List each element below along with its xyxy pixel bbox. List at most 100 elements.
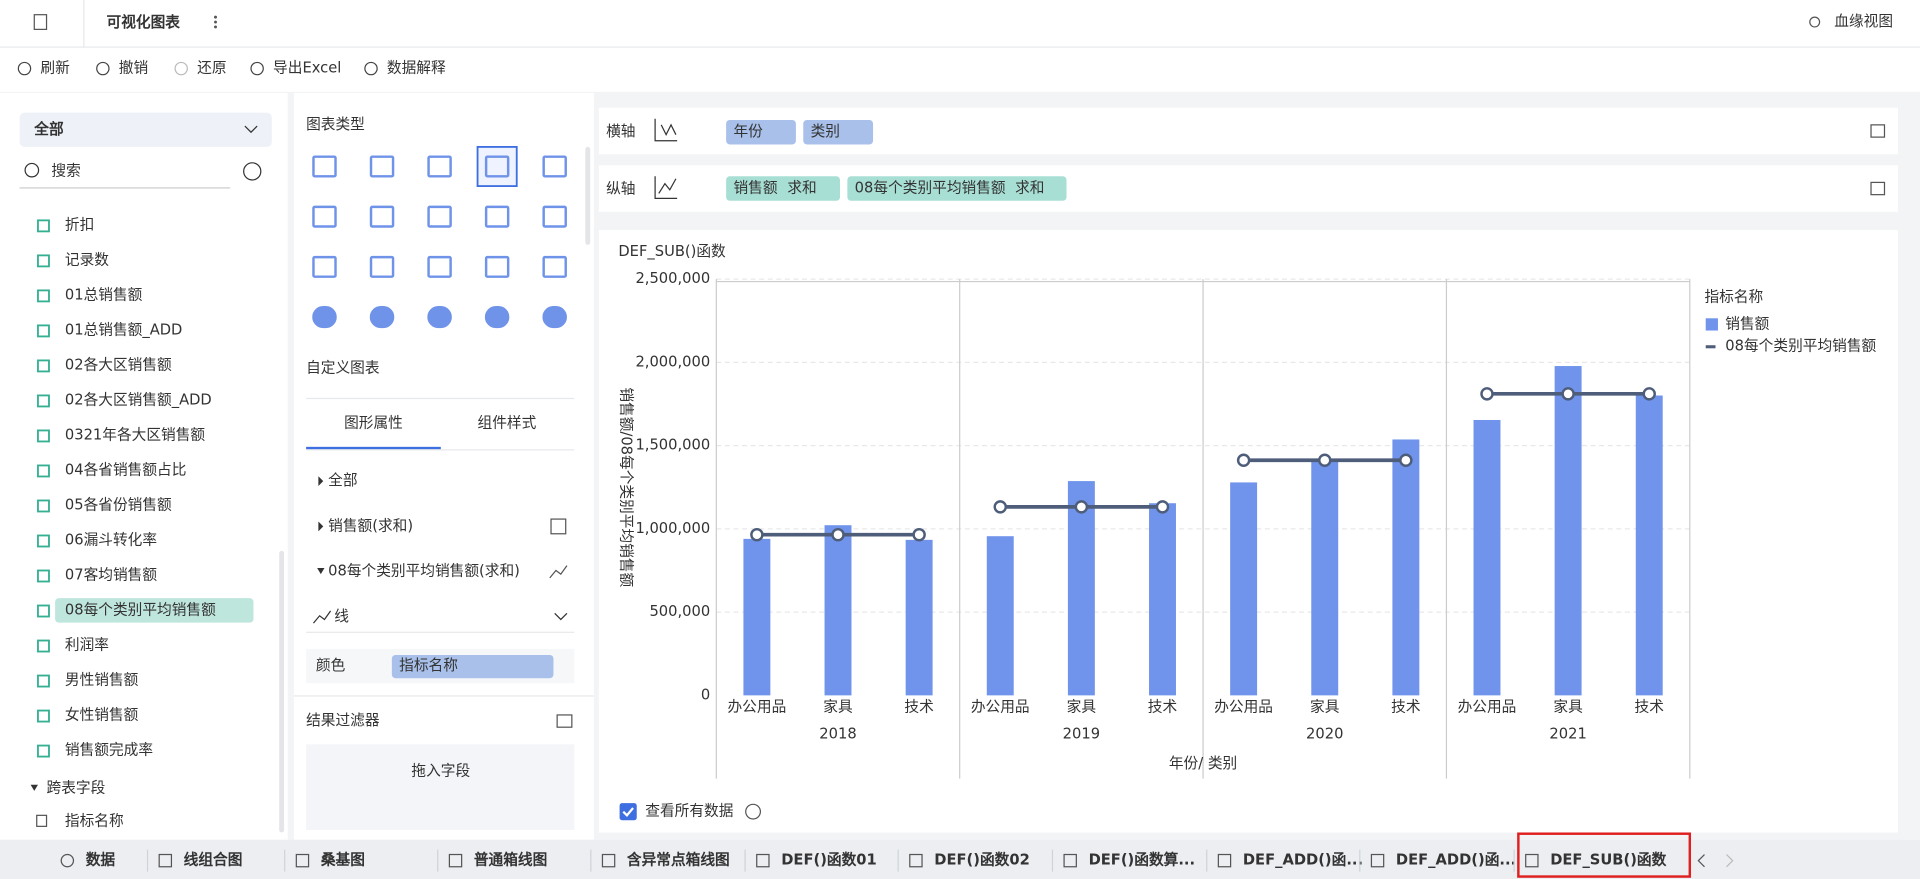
field-item[interactable]: 01总销售额	[65, 286, 143, 303]
more-dot[interactable]	[214, 15, 217, 19]
field-icon	[37, 534, 50, 548]
field-item[interactable]: 02各大区销售额	[65, 356, 172, 373]
field-item[interactable]: 07客均销售额	[65, 566, 157, 583]
divider	[306, 631, 575, 633]
x-field[interactable]: 类别	[811, 123, 840, 140]
sheet-tab[interactable]: 桑基图	[321, 851, 365, 869]
line-point	[1561, 387, 1575, 401]
field-item[interactable]: 04各省销售额占比	[65, 461, 187, 478]
y-field[interactable]: 销售额	[733, 180, 777, 197]
chart-type-icon	[484, 205, 510, 228]
field-icon	[37, 744, 50, 758]
x-group-label: 2018	[819, 726, 856, 743]
color-label: 颜色	[316, 657, 346, 674]
field-item[interactable]: 0321年各大区销售额	[65, 426, 206, 443]
x-field[interactable]: 年份	[733, 123, 763, 140]
header-bar	[0, 0, 1920, 47]
field-item[interactable]: 记录数	[65, 251, 109, 268]
bar	[1230, 482, 1258, 696]
line-icon	[549, 565, 568, 579]
search-input[interactable]: 搜索	[51, 162, 80, 179]
back-icon	[33, 14, 48, 30]
dropdown	[19, 112, 272, 147]
legend-label[interactable]: 08每个类别平均销售额	[1725, 337, 1876, 354]
sheet-tab[interactable]: 线组合图	[184, 851, 243, 869]
chart-type-icon	[542, 306, 567, 329]
active-tab	[1517, 832, 1692, 878]
more-dot[interactable]	[214, 20, 217, 24]
lineage-link[interactable]: 血缘视图	[1834, 13, 1893, 30]
line-point	[1155, 500, 1170, 514]
custom-chart-label: 自定义图表	[306, 359, 380, 376]
toolbar-button[interactable]: 数据解释	[387, 60, 446, 77]
filter-placeholder: 拖入字段	[411, 762, 470, 779]
field-item[interactable]: 02各大区销售额_ADD	[65, 391, 212, 408]
field-item[interactable]: 男性销售额	[65, 671, 139, 688]
chart-type-icon	[312, 306, 337, 329]
field-item[interactable]: 05各省份销售额	[65, 496, 172, 513]
field-item[interactable]: 折扣	[65, 216, 94, 233]
tab-separator	[1359, 849, 1361, 872]
y-axis-title: 销售额/08每个类别平均销售额	[618, 387, 635, 587]
field-icon	[37, 254, 50, 268]
sheet-tab[interactable]: 含异常点箱线图	[627, 851, 730, 869]
search-underline	[19, 187, 231, 189]
toolbar-button[interactable]: 导出Excel	[273, 60, 341, 77]
expand-arrow	[318, 521, 324, 532]
chart-type-icon	[484, 255, 510, 278]
field-item[interactable]: 销售额完成率	[65, 741, 153, 758]
check-mark	[622, 807, 634, 817]
toolbar-icon	[174, 61, 188, 76]
property-item[interactable]: 08每个类别平均销售额(求和)	[328, 563, 520, 580]
more-dot[interactable]	[214, 25, 217, 29]
property-tab[interactable]: 组件样式	[478, 415, 537, 432]
tab-next[interactable]	[1726, 854, 1734, 868]
tab-prev[interactable]	[1697, 854, 1705, 868]
sheet-tab[interactable]: 普通箱线图	[474, 851, 547, 869]
sheet-tab[interactable]: DEF()函数算...	[1089, 851, 1196, 869]
sheet-tab[interactable]: DEF_ADD()函...	[1396, 852, 1516, 869]
color-field[interactable]: 指标名称	[399, 657, 458, 674]
y-field[interactable]: 08每个类别平均销售额	[855, 180, 1006, 197]
y-field-chip	[847, 176, 1067, 201]
tab-icon	[295, 853, 310, 868]
sheet-tab[interactable]: DEF()函数01	[781, 851, 877, 869]
field-item[interactable]: 06漏斗转化率	[65, 531, 157, 548]
view-all-label[interactable]: 查看所有数据	[645, 803, 733, 820]
field-item[interactable]: 利润率	[65, 636, 109, 653]
field-item[interactable]: 女性销售额	[65, 705, 139, 723]
field-item[interactable]: 01总销售额_ADD	[65, 321, 182, 338]
x-tick-label: 家具	[1310, 699, 1340, 716]
property-item[interactable]: 销售额(求和)	[328, 517, 413, 534]
toolbar-button[interactable]: 刷新	[40, 60, 70, 77]
tab-icon	[909, 853, 923, 868]
sheet-tab[interactable]: DEF_SUB()函数	[1550, 851, 1666, 869]
sheet-tab[interactable]: DEF_ADD()函...	[1243, 852, 1363, 869]
field-item[interactable]: 08每个类别平均销售额	[65, 601, 216, 618]
header-sep	[83, 0, 85, 47]
tab-icon	[1525, 853, 1539, 868]
chart-types-title: 图表类型	[306, 116, 365, 133]
lock-icon	[1870, 181, 1886, 196]
toolbar-button[interactable]: 撤销	[119, 60, 148, 77]
field-item[interactable]: 指标名称	[65, 812, 124, 829]
bar	[1554, 366, 1582, 696]
sheet-tab[interactable]: 数据	[86, 851, 116, 869]
legend-label[interactable]: 销售额	[1725, 315, 1769, 332]
line-point	[1642, 387, 1656, 401]
bar	[1067, 481, 1095, 696]
mark-type[interactable]: 线	[334, 608, 349, 625]
tab-separator	[590, 849, 592, 872]
property-tab[interactable]: 图形属性	[344, 415, 403, 432]
sheet-tab[interactable]: DEF()函数02	[934, 851, 1030, 869]
search-more[interactable]	[243, 162, 262, 181]
dropdown-label[interactable]: 全部	[33, 120, 64, 138]
field-icon	[37, 429, 50, 443]
tab-icon	[756, 853, 770, 868]
property-item[interactable]: 全部	[328, 471, 357, 489]
chart-type-icon	[542, 205, 567, 228]
header-divider	[0, 46, 1920, 48]
legend-swatch	[1705, 345, 1716, 349]
filter-dropzone	[306, 744, 575, 831]
toolbar-button[interactable]: 还原	[197, 60, 226, 77]
